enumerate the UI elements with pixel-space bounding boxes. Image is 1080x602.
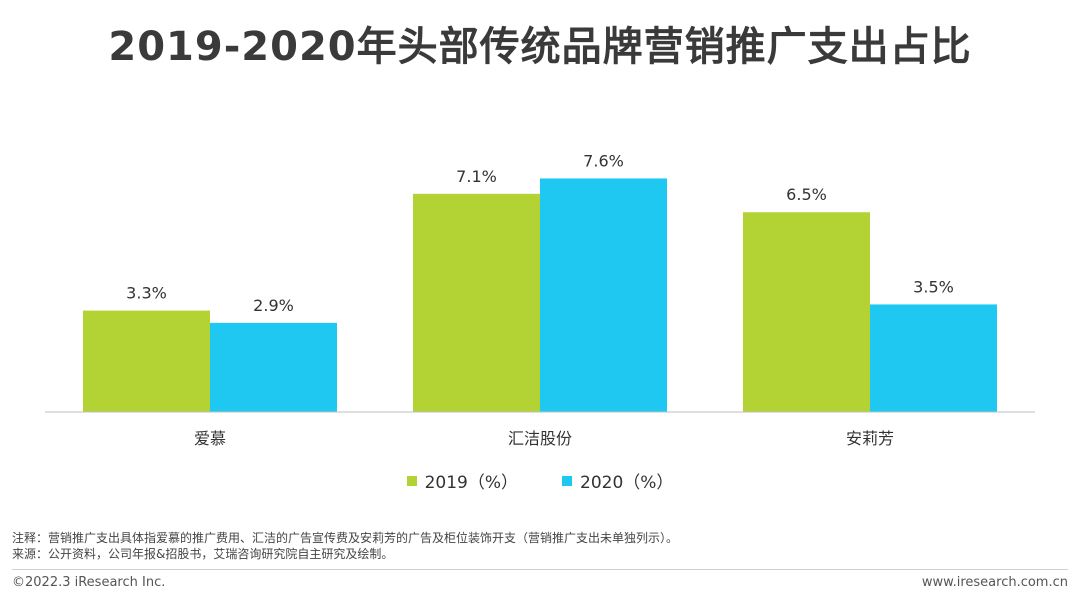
x-tick-label-1: 汇洁股份 [508,429,572,448]
note-text: 注释：营销推广支出具体指爱慕的推广费用、汇洁的广告宣传费及安莉芳的广告及柜位装饰… [12,531,679,545]
bar-0-0 [83,310,210,412]
data-label-0-0: 3.3% [126,284,167,303]
x-tick-label-2: 安莉芳 [846,429,894,448]
legend-item-2019: 2019（%） [406,468,518,493]
bar-1-2 [870,304,997,412]
legend-label-2020: 2020（%） [580,473,674,493]
footer-divider [12,569,1068,570]
chart-legend: 2019（%） 2020（%） [0,468,1080,493]
bar-1-0 [210,322,337,412]
legend-swatch-2019 [406,475,417,486]
data-label-0-1: 7.1% [456,167,497,186]
legend-label-2019: 2019（%） [424,473,518,493]
source-text: 来源：公开资料，公司年报&招股书，艾瑞咨询研究院自主研究及绘制。 [12,547,394,561]
bar-0-1 [413,193,540,412]
bar-1-1 [540,178,667,412]
legend-swatch-2020 [562,475,572,486]
x-tick-label-0: 爱慕 [194,429,226,448]
copyright-text: ©2022.3 iResearch Inc. [12,575,166,590]
website-text: www.iresearch.com.cn [921,575,1068,590]
data-label-1-0: 2.9% [253,296,294,315]
notes-block: 注释：营销推广支出具体指爱慕的推广费用、汇洁的广告宣传费及安莉芳的广告及柜位装饰… [12,530,678,562]
chart-title: 2019-2020年头部传统品牌营销推广支出占比 [108,24,972,70]
data-label-1-2: 3.5% [913,277,954,296]
bar-0-2 [743,212,870,412]
data-label-1-1: 7.6% [583,151,624,170]
legend-item-2020: 2020（%） [562,468,673,493]
data-label-0-2: 6.5% [786,185,827,204]
